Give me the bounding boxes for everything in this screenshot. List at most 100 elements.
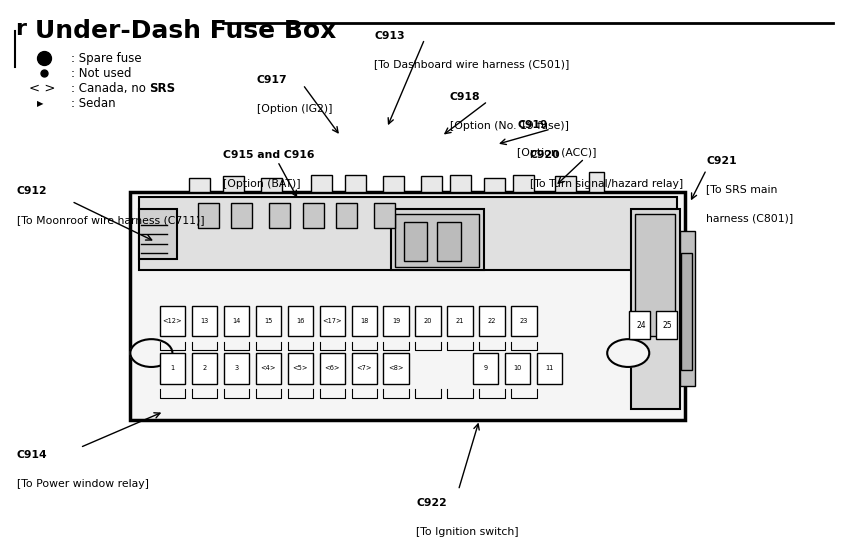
Text: ▶: ▶ [37, 99, 44, 108]
FancyBboxPatch shape [635, 214, 675, 336]
Text: [To Dashboard wire harness (C501)]: [To Dashboard wire harness (C501)] [374, 59, 569, 70]
Text: [Option (IG2)]: [Option (IG2)] [257, 104, 332, 114]
FancyBboxPatch shape [192, 353, 217, 384]
Text: [Option (BAT)]: [Option (BAT)] [223, 179, 300, 189]
Text: < >: < > [29, 82, 56, 95]
FancyBboxPatch shape [352, 306, 377, 336]
Text: 13: 13 [200, 318, 209, 324]
FancyBboxPatch shape [681, 253, 692, 370]
Text: [To Turn signal/hazard relay]: [To Turn signal/hazard relay] [530, 179, 683, 189]
Text: harness (C801)]: harness (C801)] [706, 214, 794, 224]
Text: <5>: <5> [293, 365, 308, 371]
FancyBboxPatch shape [256, 306, 281, 336]
Text: <8>: <8> [389, 365, 404, 371]
Text: <7>: <7> [357, 365, 372, 371]
FancyBboxPatch shape [395, 214, 479, 267]
Text: 9: 9 [484, 365, 488, 371]
Text: 11: 11 [545, 365, 553, 371]
FancyBboxPatch shape [383, 353, 409, 384]
Text: 16: 16 [296, 318, 304, 324]
Text: 18: 18 [360, 318, 368, 324]
FancyBboxPatch shape [505, 353, 530, 384]
FancyBboxPatch shape [473, 353, 498, 384]
Text: 1: 1 [171, 365, 174, 371]
Text: : Spare fuse: : Spare fuse [71, 52, 142, 65]
Text: C922: C922 [416, 498, 447, 508]
FancyBboxPatch shape [589, 172, 604, 192]
FancyBboxPatch shape [383, 306, 409, 336]
Text: C915 and C916: C915 and C916 [223, 150, 315, 160]
Text: 10: 10 [513, 365, 521, 371]
FancyBboxPatch shape [223, 176, 244, 192]
FancyBboxPatch shape [303, 203, 324, 228]
Text: C914: C914 [17, 450, 47, 460]
Text: [To Moonroof wire harness (C711)]: [To Moonroof wire harness (C711)] [17, 215, 204, 225]
Text: [To Ignition switch]: [To Ignition switch] [416, 527, 519, 537]
FancyBboxPatch shape [352, 353, 377, 384]
FancyBboxPatch shape [404, 222, 427, 261]
Text: 25: 25 [663, 321, 673, 330]
FancyBboxPatch shape [288, 353, 313, 384]
Text: : Canada, no: : Canada, no [71, 82, 150, 95]
FancyBboxPatch shape [288, 306, 313, 336]
Text: C912: C912 [17, 186, 47, 196]
FancyBboxPatch shape [447, 306, 473, 336]
Text: r: r [15, 19, 26, 39]
Text: 15: 15 [264, 318, 272, 324]
Text: Under-Dash Fuse Box: Under-Dash Fuse Box [35, 19, 336, 43]
Text: : Not used: : Not used [71, 67, 132, 80]
FancyBboxPatch shape [160, 353, 185, 384]
Circle shape [607, 339, 649, 367]
Text: C919: C919 [517, 120, 547, 130]
FancyBboxPatch shape [511, 306, 537, 336]
Text: [To SRS main: [To SRS main [706, 185, 778, 195]
FancyBboxPatch shape [513, 175, 534, 192]
FancyBboxPatch shape [192, 306, 217, 336]
FancyBboxPatch shape [631, 208, 680, 409]
FancyBboxPatch shape [391, 208, 484, 270]
Text: [To Power window relay]: [To Power window relay] [17, 479, 149, 489]
FancyBboxPatch shape [261, 178, 282, 192]
FancyBboxPatch shape [198, 203, 219, 228]
FancyBboxPatch shape [345, 175, 366, 192]
Text: <17>: <17> [322, 318, 342, 324]
Text: 19: 19 [392, 318, 400, 324]
FancyBboxPatch shape [231, 203, 252, 228]
FancyBboxPatch shape [139, 208, 177, 259]
Text: C913: C913 [374, 31, 405, 41]
FancyBboxPatch shape [139, 197, 677, 270]
FancyBboxPatch shape [680, 231, 695, 386]
FancyBboxPatch shape [160, 306, 185, 336]
FancyBboxPatch shape [437, 222, 461, 261]
FancyBboxPatch shape [224, 306, 249, 336]
Text: C920: C920 [530, 150, 560, 160]
FancyBboxPatch shape [383, 176, 404, 192]
Text: 20: 20 [424, 318, 432, 324]
Text: <6>: <6> [325, 365, 340, 371]
FancyBboxPatch shape [656, 311, 677, 339]
FancyBboxPatch shape [320, 353, 345, 384]
Text: : Sedan: : Sedan [71, 97, 116, 110]
Text: C921: C921 [706, 156, 737, 166]
FancyBboxPatch shape [555, 176, 576, 192]
FancyBboxPatch shape [336, 203, 357, 228]
FancyBboxPatch shape [629, 311, 650, 339]
Text: 24: 24 [636, 321, 646, 330]
Text: 2: 2 [202, 365, 207, 371]
FancyBboxPatch shape [224, 353, 249, 384]
Text: 22: 22 [488, 318, 496, 324]
FancyBboxPatch shape [420, 176, 442, 192]
Circle shape [130, 339, 172, 367]
Text: [Option (No. 19 fuse)]: [Option (No. 19 fuse)] [450, 121, 569, 131]
FancyBboxPatch shape [189, 178, 210, 192]
Text: 21: 21 [456, 318, 464, 324]
FancyBboxPatch shape [484, 178, 505, 192]
FancyBboxPatch shape [537, 353, 562, 384]
Text: 14: 14 [232, 318, 241, 324]
Text: <4>: <4> [261, 365, 276, 371]
FancyBboxPatch shape [415, 306, 441, 336]
FancyBboxPatch shape [256, 353, 281, 384]
Text: SRS: SRS [149, 82, 175, 95]
Text: C917: C917 [257, 75, 287, 85]
FancyBboxPatch shape [311, 175, 332, 192]
